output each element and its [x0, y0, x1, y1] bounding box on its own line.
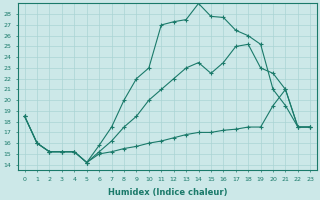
X-axis label: Humidex (Indice chaleur): Humidex (Indice chaleur): [108, 188, 227, 197]
